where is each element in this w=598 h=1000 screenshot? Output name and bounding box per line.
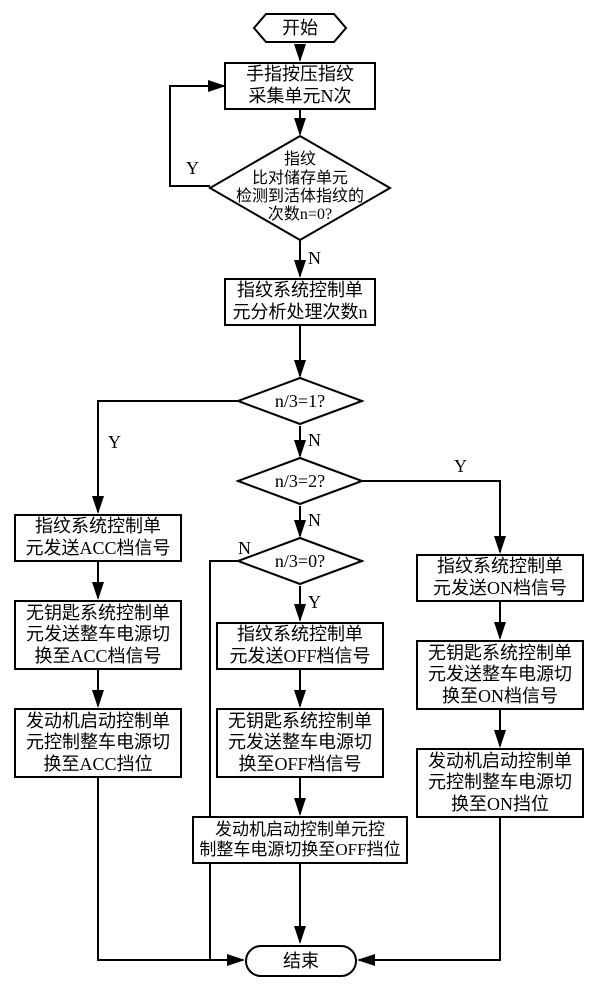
right1: 指纹系统控制单元发送ON档信号 bbox=[416, 554, 584, 602]
left3-text: 发动机启动控制单元控制整车电源切换至ACC挡位 bbox=[26, 711, 170, 776]
right2-text: 无钥匙系统控制单元发送整车电源切换至ON档信号 bbox=[428, 643, 572, 708]
end-terminator: 结束 bbox=[244, 944, 358, 978]
left1-text: 指纹系统控制单元发送ACC档信号 bbox=[25, 516, 170, 559]
right2: 无钥匙系统控制单元发送整车电源切换至ON档信号 bbox=[416, 640, 584, 710]
decision-n3-2-text: n/3=2? bbox=[275, 471, 325, 492]
mid1-text: 指纹系统控制单元发送OFF档信号 bbox=[229, 624, 370, 667]
start-terminator: 开始 bbox=[252, 12, 348, 44]
step-press: 手指按压指纹采集单元N次 bbox=[224, 62, 376, 110]
decision-n3-1: n/3=1? bbox=[236, 376, 364, 426]
label-y-2: Y bbox=[454, 456, 467, 477]
label-y-0: Y bbox=[308, 592, 321, 613]
right1-text: 指纹系统控制单元发送ON档信号 bbox=[433, 556, 567, 599]
decision-n3-0: n/3=0? bbox=[236, 536, 364, 586]
decision-n3-0-text: n/3=0? bbox=[275, 551, 325, 572]
decision-n3-1-text: n/3=1? bbox=[275, 391, 325, 412]
label-n-1: N bbox=[308, 430, 321, 451]
mid2-text: 无钥匙系统控制单元发送整车电源切换至OFF档信号 bbox=[228, 711, 372, 776]
mid2: 无钥匙系统控制单元发送整车电源切换至OFF档信号 bbox=[216, 708, 384, 778]
left2-text: 无钥匙系统控制单元发送整车电源切换至ACC档信号 bbox=[26, 603, 170, 668]
right3-text: 发动机启动控制单元控制整车电源切换至ON挡位 bbox=[428, 751, 572, 816]
step-analyze: 指纹系统控制单元分析处理次数n bbox=[224, 278, 376, 326]
decision-n0-text: 指纹比对储存单元检测到活体指纹的次数n=0? bbox=[236, 151, 364, 225]
right3: 发动机启动控制单元控制整车电源切换至ON挡位 bbox=[416, 748, 584, 818]
left1: 指纹系统控制单元发送ACC档信号 bbox=[14, 514, 182, 562]
label-n-n0: N bbox=[308, 248, 321, 269]
mid1: 指纹系统控制单元发送OFF档信号 bbox=[216, 622, 384, 670]
mid3-text: 发动机启动控制单元控制整车电源切换至OFF挡位 bbox=[199, 820, 400, 861]
decision-n3-2: n/3=2? bbox=[236, 456, 364, 506]
label-n-0: N bbox=[238, 538, 251, 559]
mid3: 发动机启动控制单元控制整车电源切换至OFF挡位 bbox=[192, 816, 408, 864]
decision-n0: 指纹比对储存单元检测到活体指纹的次数n=0? bbox=[208, 134, 392, 242]
step-analyze-text: 指纹系统控制单元分析处理次数n bbox=[233, 280, 368, 323]
label-y-1: Y bbox=[108, 432, 121, 453]
left3: 发动机启动控制单元控制整车电源切换至ACC挡位 bbox=[14, 708, 182, 778]
step-press-text: 手指按压指纹采集单元N次 bbox=[246, 64, 354, 107]
start-label: 开始 bbox=[282, 18, 318, 39]
label-n-2: N bbox=[308, 510, 321, 531]
left2: 无钥匙系统控制单元发送整车电源切换至ACC档信号 bbox=[14, 600, 182, 670]
end-label: 结束 bbox=[283, 951, 319, 972]
label-y-n0: Y bbox=[186, 158, 199, 179]
